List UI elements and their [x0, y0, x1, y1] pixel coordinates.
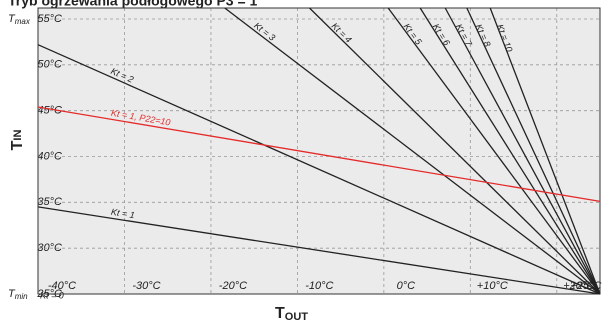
x-tick-label: -20°C: [219, 280, 247, 292]
series-line: [489, 7, 601, 295]
series-line: [466, 7, 601, 295]
x-tick-label: 0°C: [397, 280, 416, 292]
tmin-label: Tmin: [8, 288, 28, 301]
series-label: Kt = 1: [110, 207, 135, 221]
y-tick-label: 30°C: [37, 242, 62, 254]
series-line: [37, 206, 601, 295]
x-axis-label: TOUT: [275, 305, 308, 323]
x-tick-label: +10°C: [477, 280, 508, 292]
series-line: [37, 106, 601, 203]
y-tick-label: 50°C: [37, 59, 62, 71]
plot-area: [38, 8, 600, 294]
series-line: [419, 7, 601, 295]
kt0-label: Kt = 0: [40, 290, 64, 300]
x-tick-label: -10°C: [305, 280, 333, 292]
series-line: [37, 44, 601, 295]
series-line: [309, 7, 601, 295]
x-tick-label: -30°C: [132, 280, 160, 292]
series-line: [387, 7, 601, 295]
y-tick-label: 40°C: [37, 150, 62, 162]
tmax-label: Tmax: [8, 13, 31, 26]
y-axis-label: TIN: [9, 130, 26, 151]
y-tick-label: 55°C: [37, 13, 62, 25]
y-tick-label: 35°C: [37, 196, 62, 208]
series-line: [444, 7, 601, 295]
plot-frame: [37, 7, 601, 295]
series-line: [224, 7, 601, 295]
chart-title: Tryb ogrzewania podłogowego P3 = 1: [8, 0, 258, 9]
x-tick-label: -40°C: [48, 280, 76, 292]
